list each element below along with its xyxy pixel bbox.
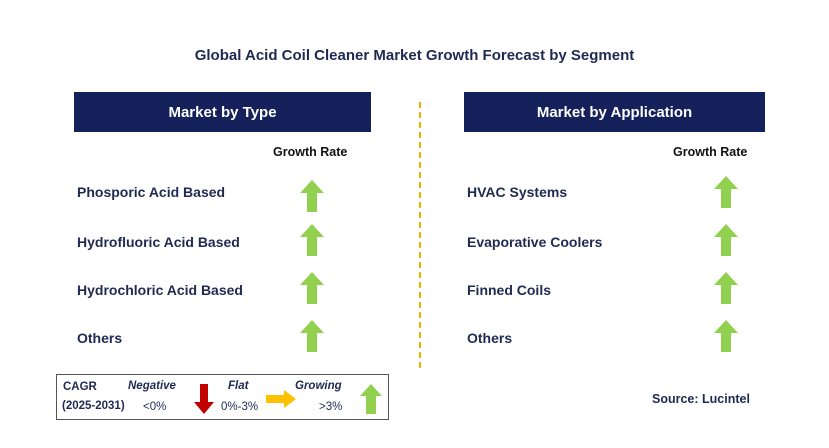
arrow-up-icon [300,320,324,352]
legend-growing-range: >3% [319,401,343,413]
arrow-up-icon [714,320,738,352]
application-row-label-3: Finned Coils [467,282,551,298]
application-row-label-1: HVAC Systems [467,184,568,200]
legend-growing-label: Growing [295,380,342,392]
panel-divider [419,102,421,368]
type-row-label-1: Phosporic Acid Based [77,184,226,200]
legend-negative-range: <0% [143,401,167,413]
application-row-label-2: Evaporative Coolers [467,234,603,250]
arrow-up-icon [300,180,324,212]
arrow-up-icon [714,272,738,304]
legend-flat-label: Flat [228,380,249,392]
type-row-label-3: Hydrochloric Acid Based [77,282,243,298]
type-row-label-2: Hydrofluoric Acid Based [77,234,240,250]
type-row-label-4: Others [77,330,123,346]
legend-period: (2025-2031) [62,400,125,412]
arrow-up-icon [714,176,738,208]
application-row-label-4: Others [467,330,513,346]
arrow-right-icon [266,390,296,408]
application-growth-rate-label: Growth Rate [673,145,748,159]
arrow-up-icon [360,384,382,414]
legend-negative-label: Negative [128,380,176,392]
arrow-up-icon [300,272,324,304]
type-panel-header: Market by Type [74,92,371,132]
legend-cagr-label: CAGR [63,381,97,393]
arrow-up-icon [714,224,738,256]
legend-flat-range: 0%-3% [221,401,259,413]
arrow-up-icon [300,224,324,256]
application-panel-header: Market by Application [464,92,765,132]
chart-title: Global Acid Coil Cleaner Market Growth F… [194,47,635,64]
type-growth-rate-label: Growth Rate [273,145,348,159]
legend-box: CAGR (2025-2031) Negative <0% Flat 0%-3%… [56,374,389,420]
source-note: Source: Lucintel [652,392,750,406]
arrow-down-icon [194,384,214,414]
